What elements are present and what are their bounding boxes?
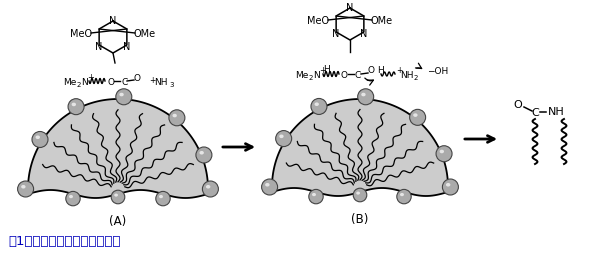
Ellipse shape — [436, 146, 452, 162]
Text: 2: 2 — [414, 75, 418, 81]
Ellipse shape — [440, 150, 444, 154]
Ellipse shape — [410, 110, 425, 126]
Text: C: C — [121, 77, 127, 86]
Ellipse shape — [71, 103, 76, 107]
Text: MeO: MeO — [307, 16, 329, 26]
Text: 2: 2 — [309, 75, 313, 81]
Text: O: O — [368, 65, 375, 74]
Text: O: O — [134, 73, 141, 82]
Ellipse shape — [356, 192, 360, 195]
Text: (B): (B) — [352, 212, 368, 225]
Text: H: H — [323, 64, 331, 73]
Ellipse shape — [21, 185, 26, 189]
Ellipse shape — [111, 190, 125, 204]
Ellipse shape — [199, 151, 204, 155]
Text: OMe: OMe — [134, 29, 156, 39]
Text: N: N — [81, 77, 88, 86]
Text: (A): (A) — [109, 214, 127, 227]
Text: O: O — [514, 100, 523, 109]
Text: O: O — [341, 70, 348, 79]
Text: 3: 3 — [169, 82, 173, 88]
Ellipse shape — [116, 89, 132, 105]
Text: Me: Me — [63, 77, 76, 86]
Ellipse shape — [311, 99, 327, 115]
Ellipse shape — [68, 99, 84, 115]
Text: N: N — [360, 29, 368, 39]
Text: N: N — [313, 70, 320, 79]
Text: +: + — [396, 65, 403, 74]
Text: Me: Me — [295, 70, 308, 79]
Text: N: N — [346, 3, 353, 13]
Ellipse shape — [397, 190, 411, 204]
Ellipse shape — [119, 93, 124, 97]
Ellipse shape — [114, 194, 118, 197]
Text: +: + — [149, 75, 155, 84]
Text: NH: NH — [154, 77, 167, 86]
Ellipse shape — [169, 110, 185, 126]
Ellipse shape — [159, 195, 163, 198]
Ellipse shape — [262, 179, 278, 195]
Ellipse shape — [172, 114, 177, 118]
Ellipse shape — [442, 179, 458, 195]
Ellipse shape — [66, 192, 80, 206]
Ellipse shape — [69, 195, 73, 198]
Text: O: O — [107, 77, 114, 86]
Text: NH: NH — [400, 70, 413, 79]
Ellipse shape — [275, 131, 292, 147]
Ellipse shape — [202, 181, 218, 197]
Ellipse shape — [279, 135, 284, 139]
Text: OMe: OMe — [371, 16, 393, 26]
Text: N: N — [95, 42, 103, 52]
Ellipse shape — [35, 136, 40, 139]
Ellipse shape — [446, 183, 451, 187]
Text: C: C — [531, 108, 539, 118]
Ellipse shape — [400, 193, 404, 196]
Text: +: + — [87, 72, 94, 81]
Text: N: N — [109, 16, 116, 26]
Ellipse shape — [309, 190, 323, 204]
Ellipse shape — [413, 114, 418, 117]
Text: NH: NH — [548, 107, 565, 117]
Ellipse shape — [156, 192, 170, 206]
Text: H: H — [377, 65, 385, 74]
Text: −OH: −OH — [427, 66, 448, 75]
Text: N: N — [332, 29, 340, 39]
Text: N: N — [123, 42, 131, 52]
Text: MeO: MeO — [70, 29, 92, 39]
Ellipse shape — [312, 193, 316, 196]
Ellipse shape — [265, 183, 269, 187]
Ellipse shape — [32, 132, 48, 148]
Text: +: + — [319, 65, 326, 74]
Ellipse shape — [17, 181, 34, 197]
Ellipse shape — [206, 185, 211, 189]
Ellipse shape — [353, 188, 367, 202]
Ellipse shape — [358, 89, 374, 105]
Text: C: C — [355, 70, 361, 79]
Text: 2: 2 — [77, 82, 82, 88]
Ellipse shape — [361, 93, 365, 97]
Polygon shape — [272, 100, 448, 196]
Text: 図1．　界面での脱水縮合反応: 図1． 界面での脱水縮合反応 — [8, 234, 121, 247]
Ellipse shape — [314, 103, 319, 107]
Polygon shape — [28, 100, 208, 198]
Ellipse shape — [196, 147, 212, 163]
